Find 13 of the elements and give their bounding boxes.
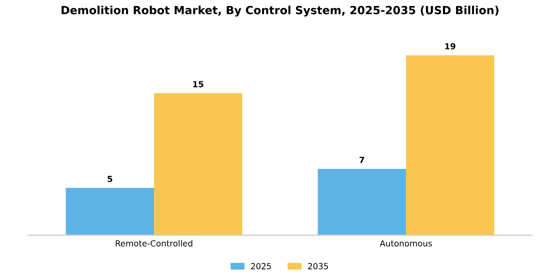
chart-title: Demolition Robot Market, By Control System, 2025-2035 (USD Billion) bbox=[62, 6, 498, 17]
bar bbox=[154, 93, 242, 236]
data-label: 15 bbox=[193, 81, 204, 88]
data-label: 7 bbox=[360, 156, 364, 163]
x-tick-label: Autonomous bbox=[380, 240, 432, 247]
x-tick-label: Remote-Controlled bbox=[116, 240, 192, 247]
data-label: 5 bbox=[108, 176, 112, 182]
bar bbox=[406, 55, 494, 236]
bar bbox=[318, 168, 406, 236]
legend-label: 2025 bbox=[251, 263, 271, 270]
legend-label: 2035 bbox=[308, 263, 328, 270]
data-label: 19 bbox=[445, 43, 456, 50]
bar bbox=[66, 188, 154, 236]
